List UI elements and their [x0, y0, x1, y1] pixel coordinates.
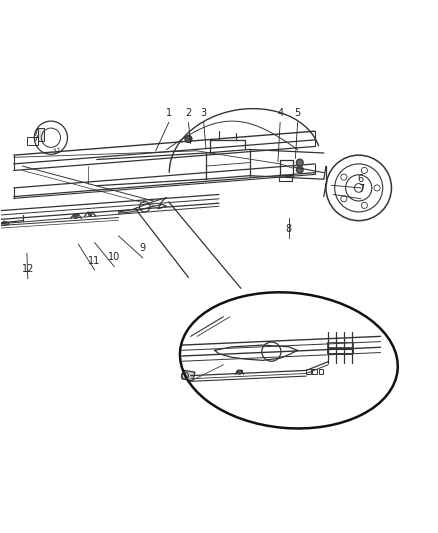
- Text: 10: 10: [108, 252, 120, 262]
- Polygon shape: [182, 370, 195, 381]
- Text: 7: 7: [358, 184, 364, 195]
- Bar: [318, 369, 323, 374]
- Text: 3: 3: [201, 108, 207, 118]
- Text: 9: 9: [140, 244, 146, 253]
- Text: 2: 2: [185, 108, 191, 118]
- Text: 11: 11: [52, 147, 63, 155]
- Circle shape: [296, 159, 303, 166]
- Circle shape: [88, 212, 92, 216]
- Circle shape: [185, 135, 192, 142]
- Text: 8: 8: [286, 224, 292, 234]
- Text: 6: 6: [358, 174, 364, 183]
- Text: 11: 11: [88, 256, 101, 265]
- Text: 12: 12: [21, 264, 34, 274]
- Bar: [327, 343, 353, 347]
- Circle shape: [296, 166, 303, 173]
- Text: 1: 1: [166, 108, 172, 118]
- Text: 5: 5: [294, 108, 301, 118]
- Bar: [38, 128, 44, 141]
- Circle shape: [74, 214, 78, 219]
- Bar: [306, 369, 311, 374]
- Text: 4: 4: [277, 108, 283, 118]
- Bar: [312, 369, 317, 374]
- Polygon shape: [1, 221, 9, 225]
- Circle shape: [237, 370, 242, 374]
- Bar: [327, 348, 353, 353]
- Bar: [27, 138, 38, 145]
